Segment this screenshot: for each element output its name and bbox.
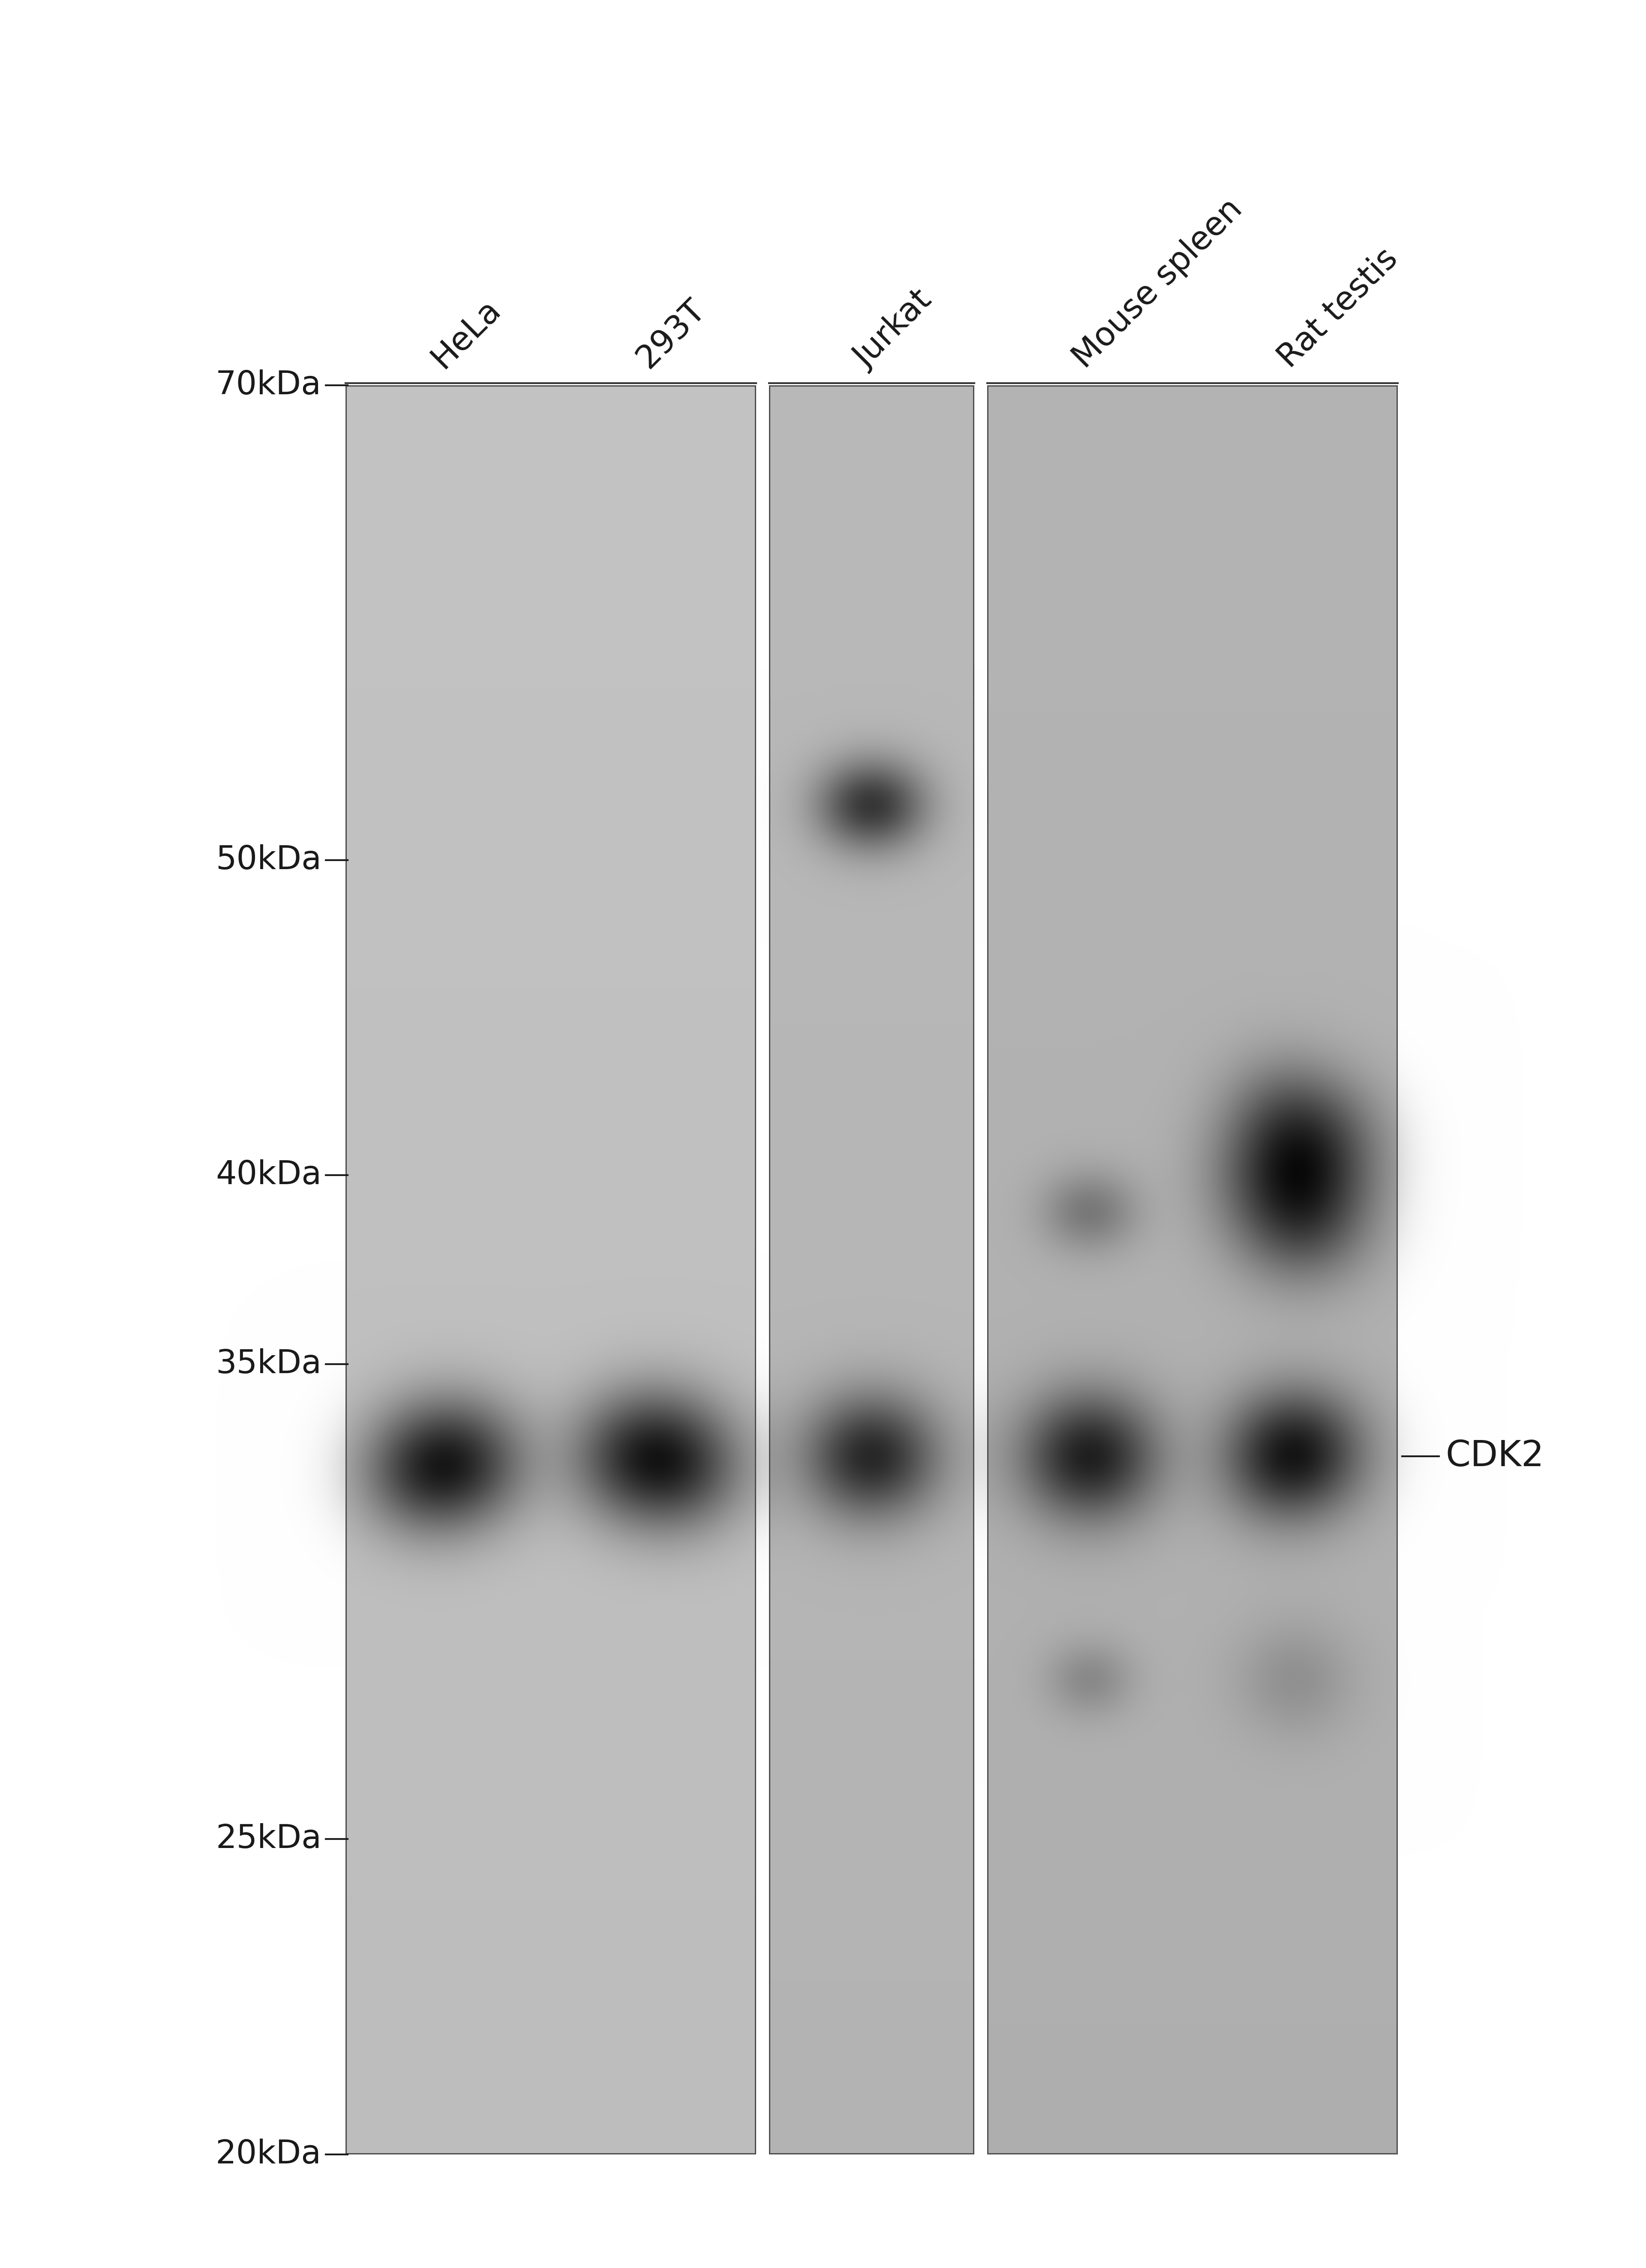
Text: Mouse spleen: Mouse spleen	[1067, 193, 1249, 374]
Text: 293T: 293T	[630, 295, 711, 374]
Text: Rat testis: Rat testis	[1272, 243, 1404, 374]
Text: 35kDa: 35kDa	[216, 1347, 321, 1379]
Text: 25kDa: 25kDa	[216, 1823, 321, 1855]
Text: 70kDa: 70kDa	[216, 370, 321, 401]
Text: CDK2: CDK2	[1445, 1438, 1544, 1474]
Text: 40kDa: 40kDa	[216, 1159, 321, 1191]
Text: Jurkat: Jurkat	[849, 286, 938, 374]
Text: 50kDa: 50kDa	[216, 844, 321, 875]
Text: 20kDa: 20kDa	[216, 2139, 321, 2170]
Text: HeLa: HeLa	[426, 293, 507, 374]
